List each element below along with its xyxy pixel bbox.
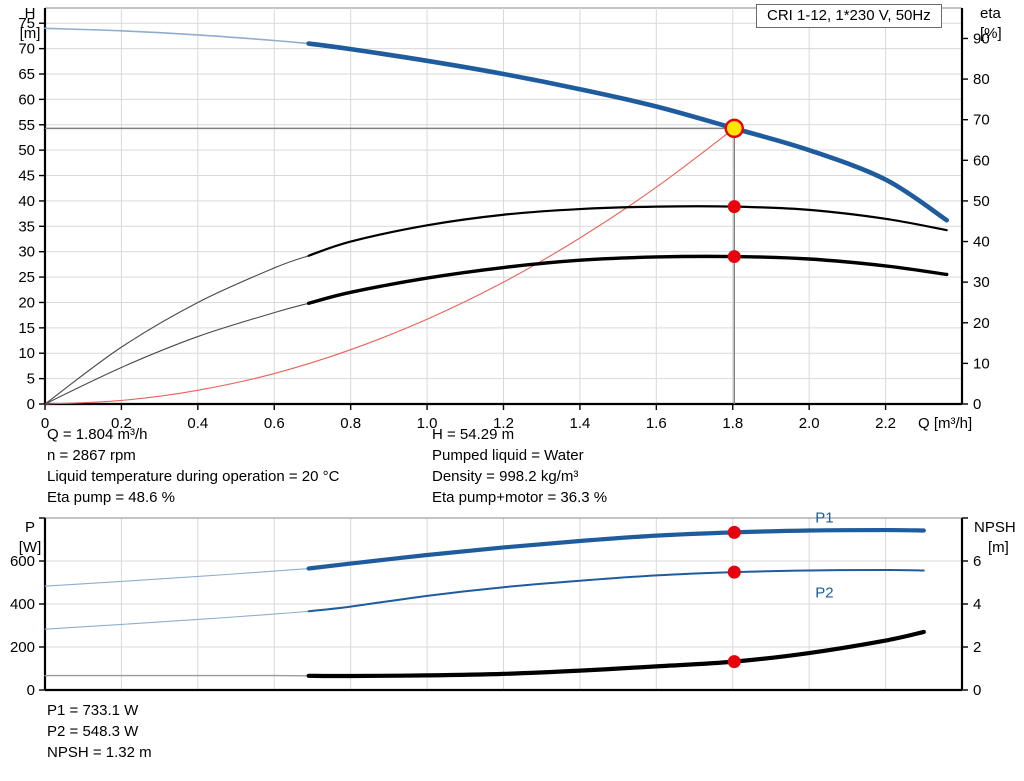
x-axis-tick-label: 1.0 (417, 415, 438, 432)
duty-info-left: Q = 1.804 m³/h n = 2867 rpm Liquid tempe… (47, 424, 339, 508)
y-axis-tick-label-left: 0 (27, 682, 35, 699)
info-line-eta-pump: Eta pump = 48.6 % (47, 489, 175, 506)
y-axis-title-left: P (25, 519, 35, 536)
y-axis-tick-label-right: 2 (973, 639, 981, 656)
y-axis-tick-label-right: 10 (973, 355, 990, 372)
system-curve-red (44, 127, 735, 405)
info-line-liquid: Pumped liquid = Water (432, 447, 584, 464)
x-axis-tick-label: 1.4 (569, 415, 590, 432)
x-axis-tick-label: 0.2 (111, 415, 132, 432)
y-axis-tick-label-left: 15 (18, 320, 35, 337)
y-axis-tick-label-left: 20 (18, 294, 35, 311)
duty-dot-npsh (727, 655, 741, 669)
head-curve-thin (44, 27, 310, 45)
duty-dot-p2 (727, 565, 741, 579)
y-axis-tick-label-right: 70 (973, 112, 990, 129)
head-curve (306, 41, 950, 223)
x-axis-tick-label: 0.8 (340, 415, 361, 432)
info-line-density: Density = 998.2 kg/m³ (432, 468, 579, 485)
y-axis-tick-label-right: 30 (973, 274, 990, 291)
y-axis-tick-label-left: 40 (18, 193, 35, 210)
y-axis-title-right: NPSH (974, 519, 1016, 536)
y-axis-tick-label-left: 600 (10, 553, 35, 570)
y-axis-tick-label-left: 30 (18, 244, 35, 261)
y-axis-tick-label-right: 0 (973, 682, 981, 699)
y-axis-unit-right: [m] (988, 539, 1009, 556)
duty-point-marker (724, 118, 744, 139)
x-axis-tick-label: 0.6 (264, 415, 285, 432)
y-axis-tick-label-left: 25 (18, 269, 35, 286)
eta-pump-motor-curve (306, 254, 949, 305)
x-axis-tick-label: 1.6 (646, 415, 667, 432)
y-axis-tick-label-left: 60 (18, 91, 35, 108)
model-title-box: CRI 1-12, 1*230 V, 50Hz (756, 4, 942, 28)
y-axis-tick-label-left: 70 (18, 41, 35, 58)
y-axis-tick-label-left: 5 (27, 371, 35, 388)
info-line-q: Q = 1.804 m³/h (47, 426, 148, 443)
info-line-npsh: NPSH = 1.32 m (47, 744, 152, 761)
info-line-n: n = 2867 rpm (47, 447, 136, 464)
duty-dot-p1 (727, 525, 741, 539)
y-axis-title-right: eta (980, 5, 1002, 22)
duty-info-right: H = 54.29 m Pumped liquid = Water Densit… (432, 424, 607, 508)
eta-pump-curve-thin (44, 255, 310, 405)
y-axis-tick-label-left: 45 (18, 168, 35, 185)
p1-series-label: P1 (815, 510, 833, 527)
duty-dot-eta-pump-motor (727, 250, 741, 264)
y-axis-unit-right: [%] (980, 25, 1002, 42)
p1-curve (306, 527, 926, 571)
y-axis-tick-label-right: 90 (973, 30, 990, 47)
duty-dot-eta-pump (727, 200, 741, 214)
info-line-p2: P2 = 548.3 W (47, 723, 139, 740)
x-axis-tick-label: 1.2 (493, 415, 514, 432)
y-axis-tick-label-left: 35 (18, 218, 35, 235)
y-axis-tick-label-right: 80 (973, 71, 990, 88)
x-axis-tick-label: 0 (41, 415, 49, 432)
y-axis-tick-label-left: 400 (10, 596, 35, 613)
y-axis-tick-label-right: 20 (973, 315, 990, 332)
p2-series-label: P2 (815, 585, 833, 602)
p2-curve (307, 569, 925, 613)
y-axis-tick-label-left: 10 (18, 345, 35, 362)
npsh-curve (306, 629, 926, 679)
x-axis-title: Q [m³/h] (918, 415, 972, 432)
y-axis-tick-label-right: 60 (973, 152, 990, 169)
x-axis-tick-label: 2.2 (875, 415, 896, 432)
y-axis-unit-left: [W] (19, 539, 42, 556)
info-line-h: H = 54.29 m (432, 426, 515, 443)
x-axis-tick-label: 0.4 (187, 415, 208, 432)
y-axis-tick-label-left: 200 (10, 639, 35, 656)
info-line-p1: P1 = 733.1 W (47, 702, 139, 719)
y-axis-tick-label-left: 65 (18, 66, 35, 83)
y-axis-tick-label-left: 55 (18, 117, 35, 134)
p2-curve-thin (44, 610, 310, 630)
x-axis-tick-label: 2.0 (799, 415, 820, 432)
y-axis-tick-label-right: 6 (973, 553, 981, 570)
y-axis-tick-label-left: 0 (27, 396, 35, 413)
y-axis-tick-label-right: 40 (973, 234, 990, 251)
y-axis-title-left: H (25, 5, 36, 22)
y-axis-tick-label-right: 4 (973, 596, 981, 613)
model-title-label: CRI 1-12, 1*230 V, 50Hz (767, 7, 931, 24)
p1-curve-thin (44, 567, 310, 587)
power-info-block: P1 = 733.1 W P2 = 548.3 W NPSH = 1.32 m (47, 700, 152, 763)
info-line-eta-pump-motor: Eta pump+motor = 36.3 % (432, 489, 608, 506)
y-axis-tick-label-left: 75 (18, 15, 35, 32)
info-line-temperature: Liquid temperature during operation = 20… (47, 468, 340, 485)
eta-pump-motor-curve-thin (44, 302, 310, 405)
y-axis-tick-label-left: 50 (18, 142, 35, 159)
eta-pump-curve (307, 205, 948, 257)
x-axis-tick-label: 1.8 (722, 415, 743, 432)
y-axis-tick-label-right: 0 (973, 396, 981, 413)
y-axis-tick-label-right: 50 (973, 193, 990, 210)
y-axis-unit-left: [m] (20, 25, 41, 42)
